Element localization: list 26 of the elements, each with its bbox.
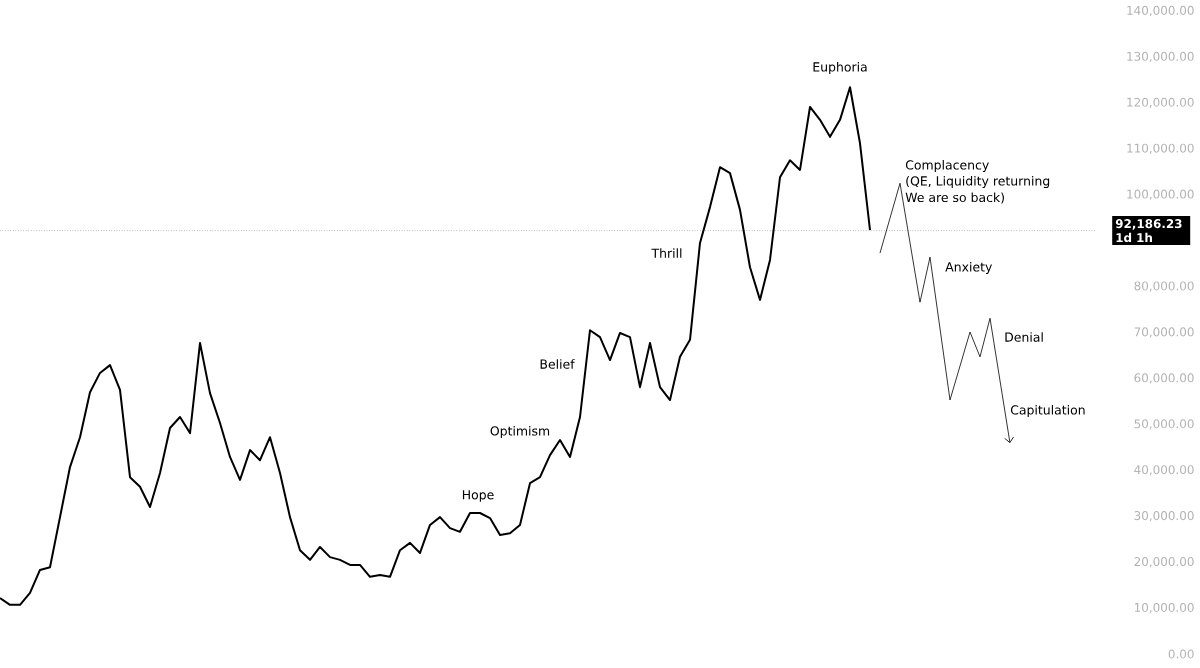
y-tick-label: 30,000.00 <box>1134 511 1194 522</box>
y-tick-label: 50,000.00 <box>1134 419 1194 430</box>
y-tick-label: 110,000.00 <box>1127 143 1194 154</box>
y-tick-label: 120,000.00 <box>1127 97 1194 108</box>
y-tick-label: 130,000.00 <box>1127 51 1194 63</box>
y-tick-label: 70,000.00 <box>1134 327 1194 338</box>
annotation: We are so back) <box>905 192 1004 204</box>
y-tick-label: 140,000.00 <box>1127 5 1194 17</box>
annotation: (QE, Liquidity returning <box>906 175 1050 189</box>
annotation: Anxiety <box>945 261 992 275</box>
annotation: Euphoria <box>813 61 867 75</box>
y-tick-label: 60,000.00 <box>1134 373 1194 384</box>
annotation: Belief <box>540 359 575 369</box>
annotation: Optimism <box>490 425 550 439</box>
annotation: Thrill <box>651 248 682 258</box>
annotation: Complacency <box>905 159 989 173</box>
y-tick-label: 0.00 <box>1168 649 1194 659</box>
annotation: Capitulation <box>1010 404 1085 418</box>
y-tick-label: 10,000.00 <box>1134 602 1194 614</box>
y-tick-label: 40,000.00 <box>1134 465 1194 476</box>
y-tick-label: 100,000.00 <box>1127 189 1194 200</box>
annotation: Hope <box>462 490 494 502</box>
ref-line-label: 92,186.23 1d 1h <box>1115 219 1182 243</box>
y-tick-label: 80,000.00 <box>1134 281 1194 292</box>
y-tick-label: 20,000.00 <box>1134 557 1194 568</box>
annotation: Denial <box>1005 332 1043 342</box>
